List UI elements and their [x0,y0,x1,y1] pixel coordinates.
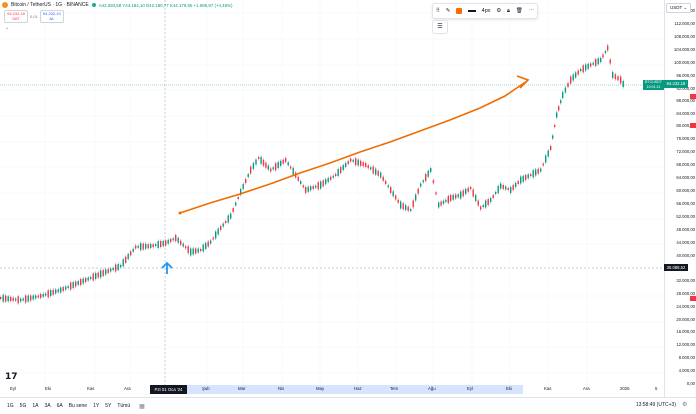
gear-icon[interactable]: ⚙ [682,402,688,408]
timeframe-button[interactable]: 6A [56,403,63,409]
color-swatch[interactable] [456,8,463,14]
timeframe-button[interactable]: Tümü [117,403,131,409]
sell-button[interactable]: 94.232,18 SAT [4,10,28,23]
price-tick: 52.000,00 [676,214,695,219]
alert-marker[interactable] [690,296,696,301]
price-tick: 76.000,00 [676,136,695,141]
timeframe-button[interactable]: 5G [19,403,27,409]
settings-icon[interactable]: ⚙ [496,8,502,14]
candlestick-series [0,44,624,305]
price-tick: 100.000,00 [674,60,695,65]
time-tick: Kas [87,386,95,391]
price-tick: 104.000,00 [674,47,695,52]
price-axis[interactable]: 116.000,00112.000,00108.000,00104.000,00… [664,0,696,400]
price-tick: 92.000,00 [676,86,695,91]
line-width-label[interactable]: 4px [481,8,491,14]
clock[interactable]: 13:58:49 (UTC+3) [635,402,676,408]
alert-marker[interactable] [690,123,696,128]
trash-icon[interactable]: 🗑︎ [515,8,523,14]
trend-arrowhead [516,75,530,89]
time-tick: Eyl [467,386,473,391]
timeframe-button[interactable]: Bu sene [68,403,88,409]
price-tick: 72.000,00 [676,149,695,154]
price-tick: 68.000,00 [676,162,695,167]
time-tick: Şub [202,386,210,391]
price-tick: 48.000,00 [676,227,695,232]
trend-line [179,80,528,214]
time-tick: Mar [238,386,246,391]
trade-buttons: 94.232,18 SAT 0,01 94.232,19 AL [4,10,64,23]
price-tick: 64.000,00 [676,175,695,180]
time-tick: Nis [278,386,285,391]
time-tick: 5 [655,386,658,391]
template-icon[interactable]: ⠿ [435,8,440,14]
price-tick: 44.000,00 [676,240,695,245]
time-tick: Ağu [428,386,436,391]
price-tick: 28.000,00 [676,291,695,296]
price-chart[interactable] [0,0,664,385]
price-tick: 0,00 [686,381,695,386]
price-tick: 40.000,00 [676,253,695,258]
crosshair-date-label: Pzt 01 Oca '24 [150,385,187,394]
timeframe-button[interactable]: 1G [7,403,14,409]
price-tick: 96.000,00 [676,73,695,78]
date-range-highlight [187,385,523,394]
last-price-value: 94.232,18 [664,80,688,88]
time-tick: Haz [354,386,362,391]
lock-icon[interactable]: 🔒︎ [507,7,510,14]
time-tick: 2025 [620,386,630,391]
time-tick: Kas [544,386,552,391]
time-tick: Ara [124,386,131,391]
timeframe-button[interactable]: 1A [32,403,39,409]
pencil-icon[interactable]: ✎ [445,8,451,14]
price-tick: 112.000,00 [674,21,695,26]
alert-marker[interactable] [690,94,696,99]
price-tick: 4.000,00 [678,368,695,373]
ohlc-values: A42.283,58 Y44.184,10 D42.180,77 K44.179… [98,2,233,8]
bottom-toolbar: 1G 5G 1A 3A 6A Bu sene 1Y 5Y Tümü ▦ 13:58:49 (UT… [0,397,696,414]
buy-button[interactable]: 94.232,19 AL [39,10,64,23]
price-tick: 8.000,00 [678,355,695,360]
price-tick: 108.000,00 [674,34,695,39]
time-tick: Eki [506,386,512,391]
price-tick: 60.000,00 [676,188,695,193]
bitcoin-icon [2,2,8,8]
price-tick: 56.000,00 [676,201,695,206]
line-style-icon[interactable] [467,10,476,12]
time-tick: Eyl [10,386,16,391]
spread-value: 0,01 [30,14,38,19]
price-tick: 84.000,00 [676,111,695,116]
symbol-header: Bitcoin / TetherUS · 1G · BINANCE A42.28… [0,0,664,12]
price-tick: 32.000,00 [676,278,695,283]
last-price-label: BTCUSDT 10:01:11 [643,80,664,90]
collapse-icon[interactable]: ⌄ [5,25,10,31]
price-tick: 12.000,00 [676,342,695,347]
timeframe-button[interactable]: 3A [44,403,51,409]
price-tick: 16.000,00 [676,329,695,334]
time-tick: Eki [45,386,51,391]
object-tree-button[interactable]: ☰ [432,20,448,34]
list-icon: ☰ [437,24,443,30]
timeframe-button[interactable]: 5Y [105,403,112,409]
time-tick: Ara [583,386,590,391]
more-icon[interactable]: ⋯ [528,8,535,14]
calendar-icon[interactable]: ▦ [139,403,145,410]
price-tick: 20.000,00 [676,317,695,322]
symbol-title[interactable]: Bitcoin / TetherUS · 1G · BINANCE [11,2,89,8]
time-tick: Tem [390,386,399,391]
price-tick: 80.000,00 [676,123,695,128]
crosshair-price-label: 36.088,52 [664,264,688,271]
price-tick: 88.000,00 [676,98,695,103]
timeframe-buttons: 1G 5G 1A 3A 6A Bu sene 1Y 5Y Tümü [4,403,133,409]
time-tick: May [316,386,325,391]
drawing-toolbar: ⠿ ✎ 4px ⚙ 🔒︎ 🗑︎ ⋯ [432,3,538,19]
market-open-icon [91,3,96,7]
tradingview-logo-icon[interactable]: 17 [5,372,18,382]
currency-selector[interactable]: USDT ⌄ [666,3,692,13]
price-tick: 24.000,00 [676,304,695,309]
timeframe-button[interactable]: 1Y [93,403,100,409]
up-arrow-marker [161,261,173,274]
